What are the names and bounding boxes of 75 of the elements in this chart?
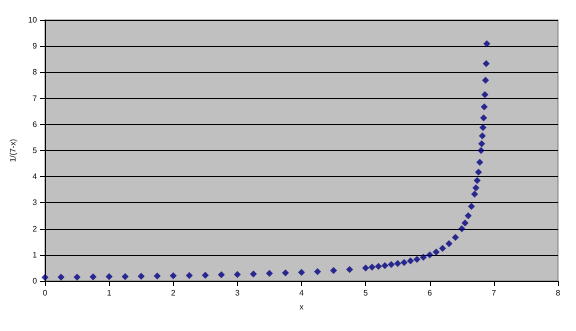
point — [480, 103, 488, 110]
point — [452, 234, 459, 241]
y-tick-label: 10 — [28, 16, 38, 24]
point — [426, 251, 434, 258]
point — [282, 269, 289, 276]
point — [483, 40, 490, 48]
point — [478, 132, 486, 140]
point — [170, 272, 177, 280]
x-axis-title: x — [300, 302, 304, 312]
point — [58, 274, 65, 281]
point — [445, 240, 452, 248]
point — [330, 267, 338, 274]
point — [388, 261, 395, 268]
point — [250, 270, 257, 278]
point — [234, 270, 241, 278]
x-tick-label: 0 — [42, 288, 48, 298]
point — [472, 184, 480, 192]
y-tick-label: 5 — [32, 146, 38, 155]
point — [482, 60, 490, 68]
point — [464, 212, 472, 220]
point — [122, 273, 129, 280]
point — [474, 177, 481, 184]
point — [478, 147, 485, 154]
point — [298, 268, 305, 276]
point — [478, 140, 486, 148]
point — [314, 268, 322, 276]
point — [479, 124, 486, 132]
y-tick-label: 0 — [32, 276, 38, 286]
x-tick-label: 7 — [492, 288, 497, 298]
y-tick-label: 2 — [32, 224, 38, 234]
point — [74, 274, 81, 281]
point — [481, 91, 488, 98]
y-tick-label: 1 — [32, 250, 38, 260]
point — [154, 272, 161, 280]
point — [482, 76, 490, 84]
x-tick-label: 4 — [299, 288, 304, 298]
point — [374, 262, 382, 270]
point — [471, 190, 478, 198]
point — [400, 258, 408, 266]
x-tick-label: 5 — [363, 288, 368, 298]
y-tick-label: 9 — [32, 42, 38, 51]
point — [407, 257, 414, 264]
y-tick-label: 7 — [32, 94, 38, 103]
point — [394, 260, 402, 268]
y-tick-label: 8 — [32, 68, 38, 77]
y-tick-label: 3 — [32, 198, 38, 208]
point — [138, 272, 145, 280]
point — [362, 264, 370, 272]
point — [381, 262, 388, 270]
point — [218, 271, 225, 278]
point — [90, 273, 97, 280]
point — [186, 272, 193, 280]
x-tick-label: 3 — [235, 288, 240, 298]
point — [462, 220, 469, 227]
point — [439, 244, 446, 252]
point — [368, 264, 376, 271]
y-axis-title: 1/(7-x) — [8, 138, 18, 162]
point — [266, 270, 273, 277]
point — [468, 202, 475, 210]
point — [202, 272, 209, 279]
x-tick-label: 1 — [106, 288, 112, 298]
point — [420, 254, 427, 261]
x-tick-label: 6 — [428, 288, 433, 298]
point — [106, 273, 113, 280]
point — [458, 225, 466, 232]
y-tick-label: 4 — [32, 172, 38, 182]
point — [346, 266, 354, 274]
x-tick-label: 2 — [171, 288, 176, 298]
x-tick-label: 8 — [556, 288, 561, 298]
point — [474, 168, 482, 176]
point — [432, 248, 440, 256]
point — [413, 256, 420, 263]
point — [480, 114, 488, 122]
y-tick-label: 6 — [32, 120, 38, 129]
point — [476, 158, 484, 166]
